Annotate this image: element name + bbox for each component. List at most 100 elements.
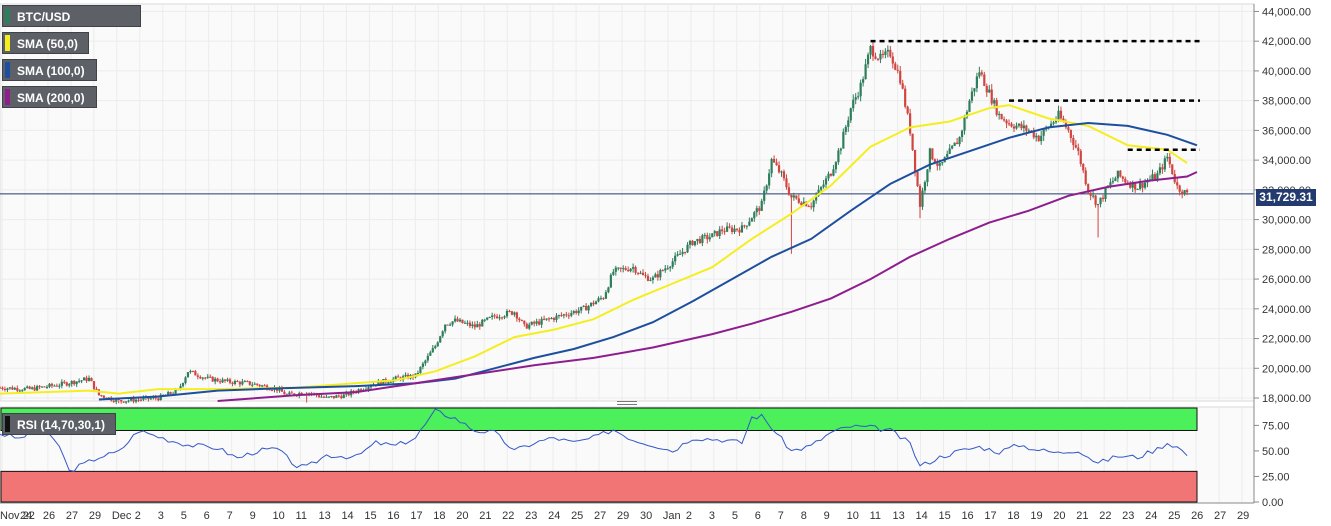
- candle-body: [154, 397, 157, 399]
- x-tick-label: Nov 22: [0, 510, 35, 522]
- candle-body: [723, 231, 726, 233]
- candle-body: [639, 272, 642, 274]
- legend-sma-100-swatch: [5, 62, 10, 78]
- candle-body: [243, 381, 246, 383]
- candle-body: [829, 173, 833, 176]
- candle-body: [216, 378, 219, 382]
- candle-body: [481, 319, 484, 327]
- legend-sma-100[interactable]: SMA (100,0): [2, 59, 97, 81]
- candle-body: [933, 159, 936, 164]
- candle-body: [535, 321, 538, 324]
- candle-body: [31, 387, 34, 389]
- candle-body: [1099, 197, 1102, 205]
- x-tick-label: 18: [1007, 510, 1019, 522]
- x-tick-label: 23: [1122, 510, 1134, 522]
- candle-body: [263, 385, 266, 387]
- candle-body: [26, 386, 29, 389]
- candle-body: [656, 274, 659, 278]
- candle-body: [785, 178, 788, 188]
- candle-body: [429, 352, 432, 356]
- candle-body: [968, 100, 971, 112]
- candle-body: [580, 306, 583, 311]
- candle-body: [802, 201, 805, 205]
- candle-body: [909, 113, 912, 134]
- legend-title[interactable]: BTC/USD (CoinBase): [2, 5, 141, 46]
- candle-body: [740, 225, 744, 233]
- candle-body: [1129, 184, 1132, 188]
- candle-body: [837, 150, 840, 163]
- rsi-line: [0, 408, 1188, 472]
- candle-body: [651, 277, 655, 280]
- candle-body: [228, 379, 232, 383]
- x-tick-label: 15: [938, 510, 950, 522]
- candle-body: [1186, 190, 1189, 193]
- candle-body: [634, 267, 637, 273]
- candle-body: [518, 318, 521, 321]
- candle-body: [196, 375, 199, 377]
- candle-body: [92, 381, 96, 389]
- candle-body: [1037, 135, 1040, 142]
- candle-body: [223, 379, 227, 381]
- candle-body: [387, 382, 390, 384]
- legend-sma-200[interactable]: SMA (200,0): [2, 86, 97, 108]
- candle-body: [807, 206, 810, 208]
- candle-body: [716, 231, 719, 236]
- candle-body: [619, 267, 622, 269]
- candle-body: [280, 388, 284, 392]
- candle-body: [547, 318, 551, 320]
- x-tick-label: 3: [158, 510, 164, 522]
- candle-body: [921, 190, 924, 207]
- candle-body: [340, 396, 343, 399]
- x-tick-label: 24: [20, 510, 32, 522]
- candle-body: [379, 380, 382, 385]
- candle-body: [911, 133, 914, 150]
- candle-body: [1178, 185, 1181, 192]
- candle-body: [268, 389, 271, 391]
- candle-body: [226, 379, 229, 381]
- candle-body: [599, 298, 603, 300]
- candle-body: [1077, 147, 1080, 151]
- legend-sma-50[interactable]: SMA (50,0): [2, 32, 89, 54]
- legend-rsi[interactable]: RSI (14,70,30,1): [2, 413, 116, 435]
- candle-body: [649, 279, 652, 281]
- x-tick-label: 14: [916, 510, 928, 522]
- candle-body: [169, 392, 172, 394]
- candle-body: [332, 396, 335, 398]
- rsi-oversold-band: [0, 470, 1198, 503]
- candle-body: [1134, 182, 1137, 190]
- y-tick-label: 40,000.00: [1262, 66, 1311, 78]
- candle-body: [1131, 182, 1134, 188]
- candle-body: [82, 377, 86, 381]
- candle-body: [238, 381, 241, 385]
- x-tick-label: 5: [732, 510, 738, 522]
- x-tick-label: 21: [1076, 510, 1088, 522]
- candle-body: [16, 388, 19, 391]
- legend-rsi-label: RSI (14,70,30,1): [17, 418, 106, 432]
- pane-resize-handle[interactable]: [617, 399, 637, 406]
- candle-body: [899, 70, 902, 84]
- candle-body: [926, 169, 929, 183]
- candle-body: [63, 381, 66, 383]
- candle-body: [453, 318, 457, 322]
- candle-body: [1049, 123, 1053, 128]
- sma-series-2: [217, 171, 1198, 402]
- candle-body: [488, 317, 491, 319]
- x-tick-label: 19: [1030, 510, 1042, 522]
- x-tick-label: 29: [89, 510, 101, 522]
- candle-body: [661, 270, 664, 272]
- legend-sma-100-label: SMA (100,0): [17, 64, 85, 78]
- candle-body: [325, 396, 328, 398]
- candle-body: [664, 268, 667, 271]
- candle-body: [1121, 176, 1124, 179]
- x-tick-label: 25: [571, 510, 583, 522]
- candle-body: [857, 96, 860, 98]
- candle-body: [78, 380, 81, 382]
- candle-body: [859, 82, 862, 97]
- candle-body: [125, 401, 128, 403]
- candle-body: [533, 321, 536, 324]
- candle-body: [85, 377, 88, 381]
- candle-body: [500, 317, 504, 319]
- rsi-tick-label: 0.00: [1262, 497, 1283, 509]
- candle-body: [1015, 125, 1018, 129]
- candle-body: [446, 324, 449, 326]
